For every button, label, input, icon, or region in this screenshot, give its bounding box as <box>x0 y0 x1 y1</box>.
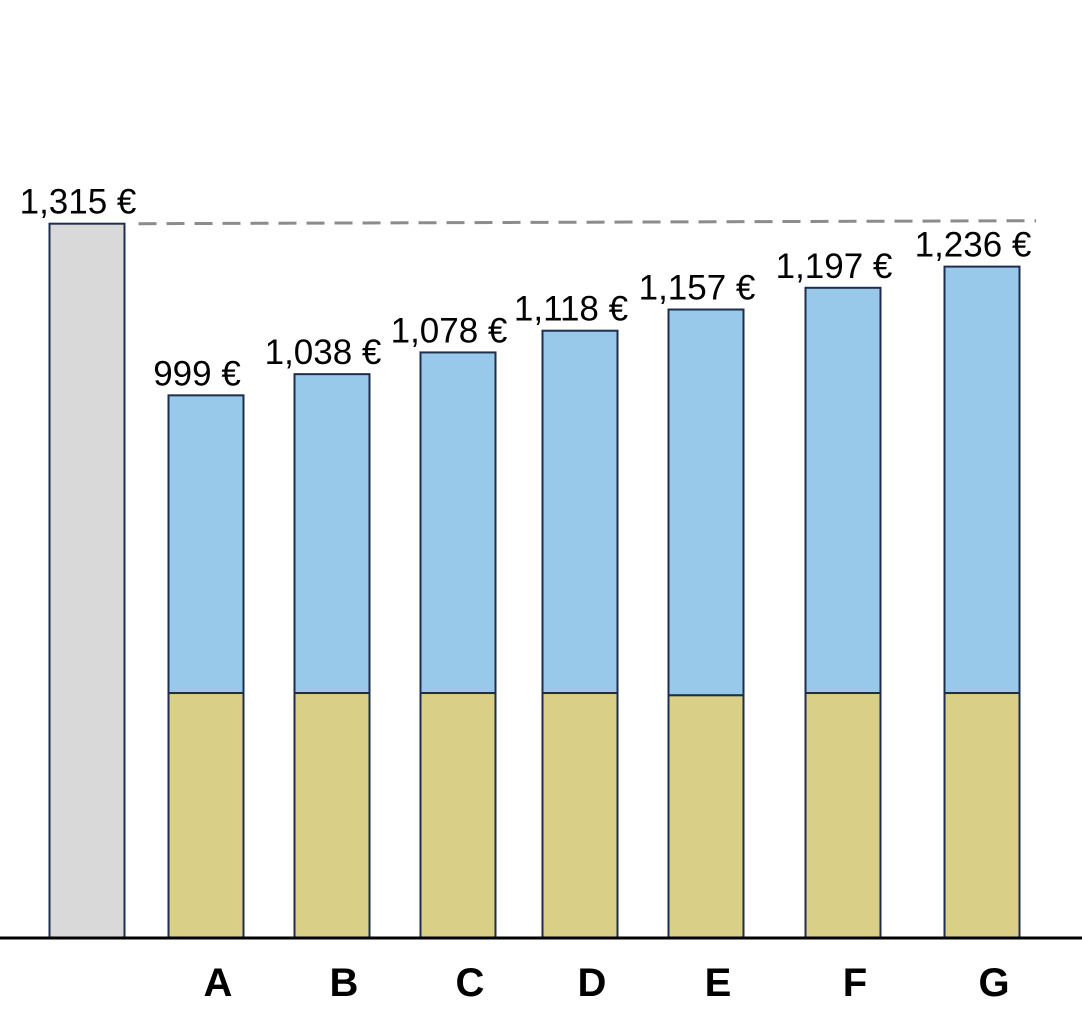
value-label: 1,157 € <box>639 269 756 308</box>
bar-base-segment-C <box>419 692 497 939</box>
bar-top-segment-E <box>667 308 745 697</box>
bar-top-segment-C <box>419 351 497 695</box>
bar-top-segment-F <box>804 286 882 695</box>
bar-top-segment-D <box>541 329 619 695</box>
category-label-A: A <box>204 961 233 1005</box>
bar-base-segment-A <box>167 692 245 939</box>
bar-top-segment-B <box>293 373 371 695</box>
category-label-B: B <box>330 961 359 1005</box>
value-label: 1,038 € <box>265 333 382 372</box>
bar-top-segment-G <box>943 265 1021 695</box>
bar-base-segment-B <box>293 692 371 939</box>
value-label: 999 € <box>153 354 241 393</box>
bars-layer <box>48 222 1021 939</box>
reference-bar <box>48 222 126 939</box>
value-label: 1,236 € <box>915 226 1032 265</box>
bar-base-segment-G <box>943 692 1021 939</box>
bar-base-segment-D <box>541 692 619 939</box>
reference-line-layer <box>0 219 1082 940</box>
labels-layer: 1,315 € 999 € A 1,038 € B 1,078 € C 1,118 € D 1,1… <box>20 183 1032 1005</box>
bar-base-segment-F <box>804 692 882 939</box>
category-label-E: E <box>705 961 732 1005</box>
category-label-F: F <box>843 961 867 1005</box>
reference-dashed-line <box>138 219 1037 226</box>
value-label: 1,078 € <box>391 311 508 350</box>
category-label-G: G <box>978 961 1009 1005</box>
bar-base-segment-E <box>667 694 745 939</box>
category-label-C: C <box>456 961 485 1005</box>
value-label: 1,315 € <box>20 183 137 222</box>
category-label-D: D <box>578 961 607 1005</box>
bar-top-segment-A <box>167 394 245 695</box>
value-label: 1,197 € <box>776 247 893 286</box>
value-label: 1,118 € <box>514 290 628 329</box>
